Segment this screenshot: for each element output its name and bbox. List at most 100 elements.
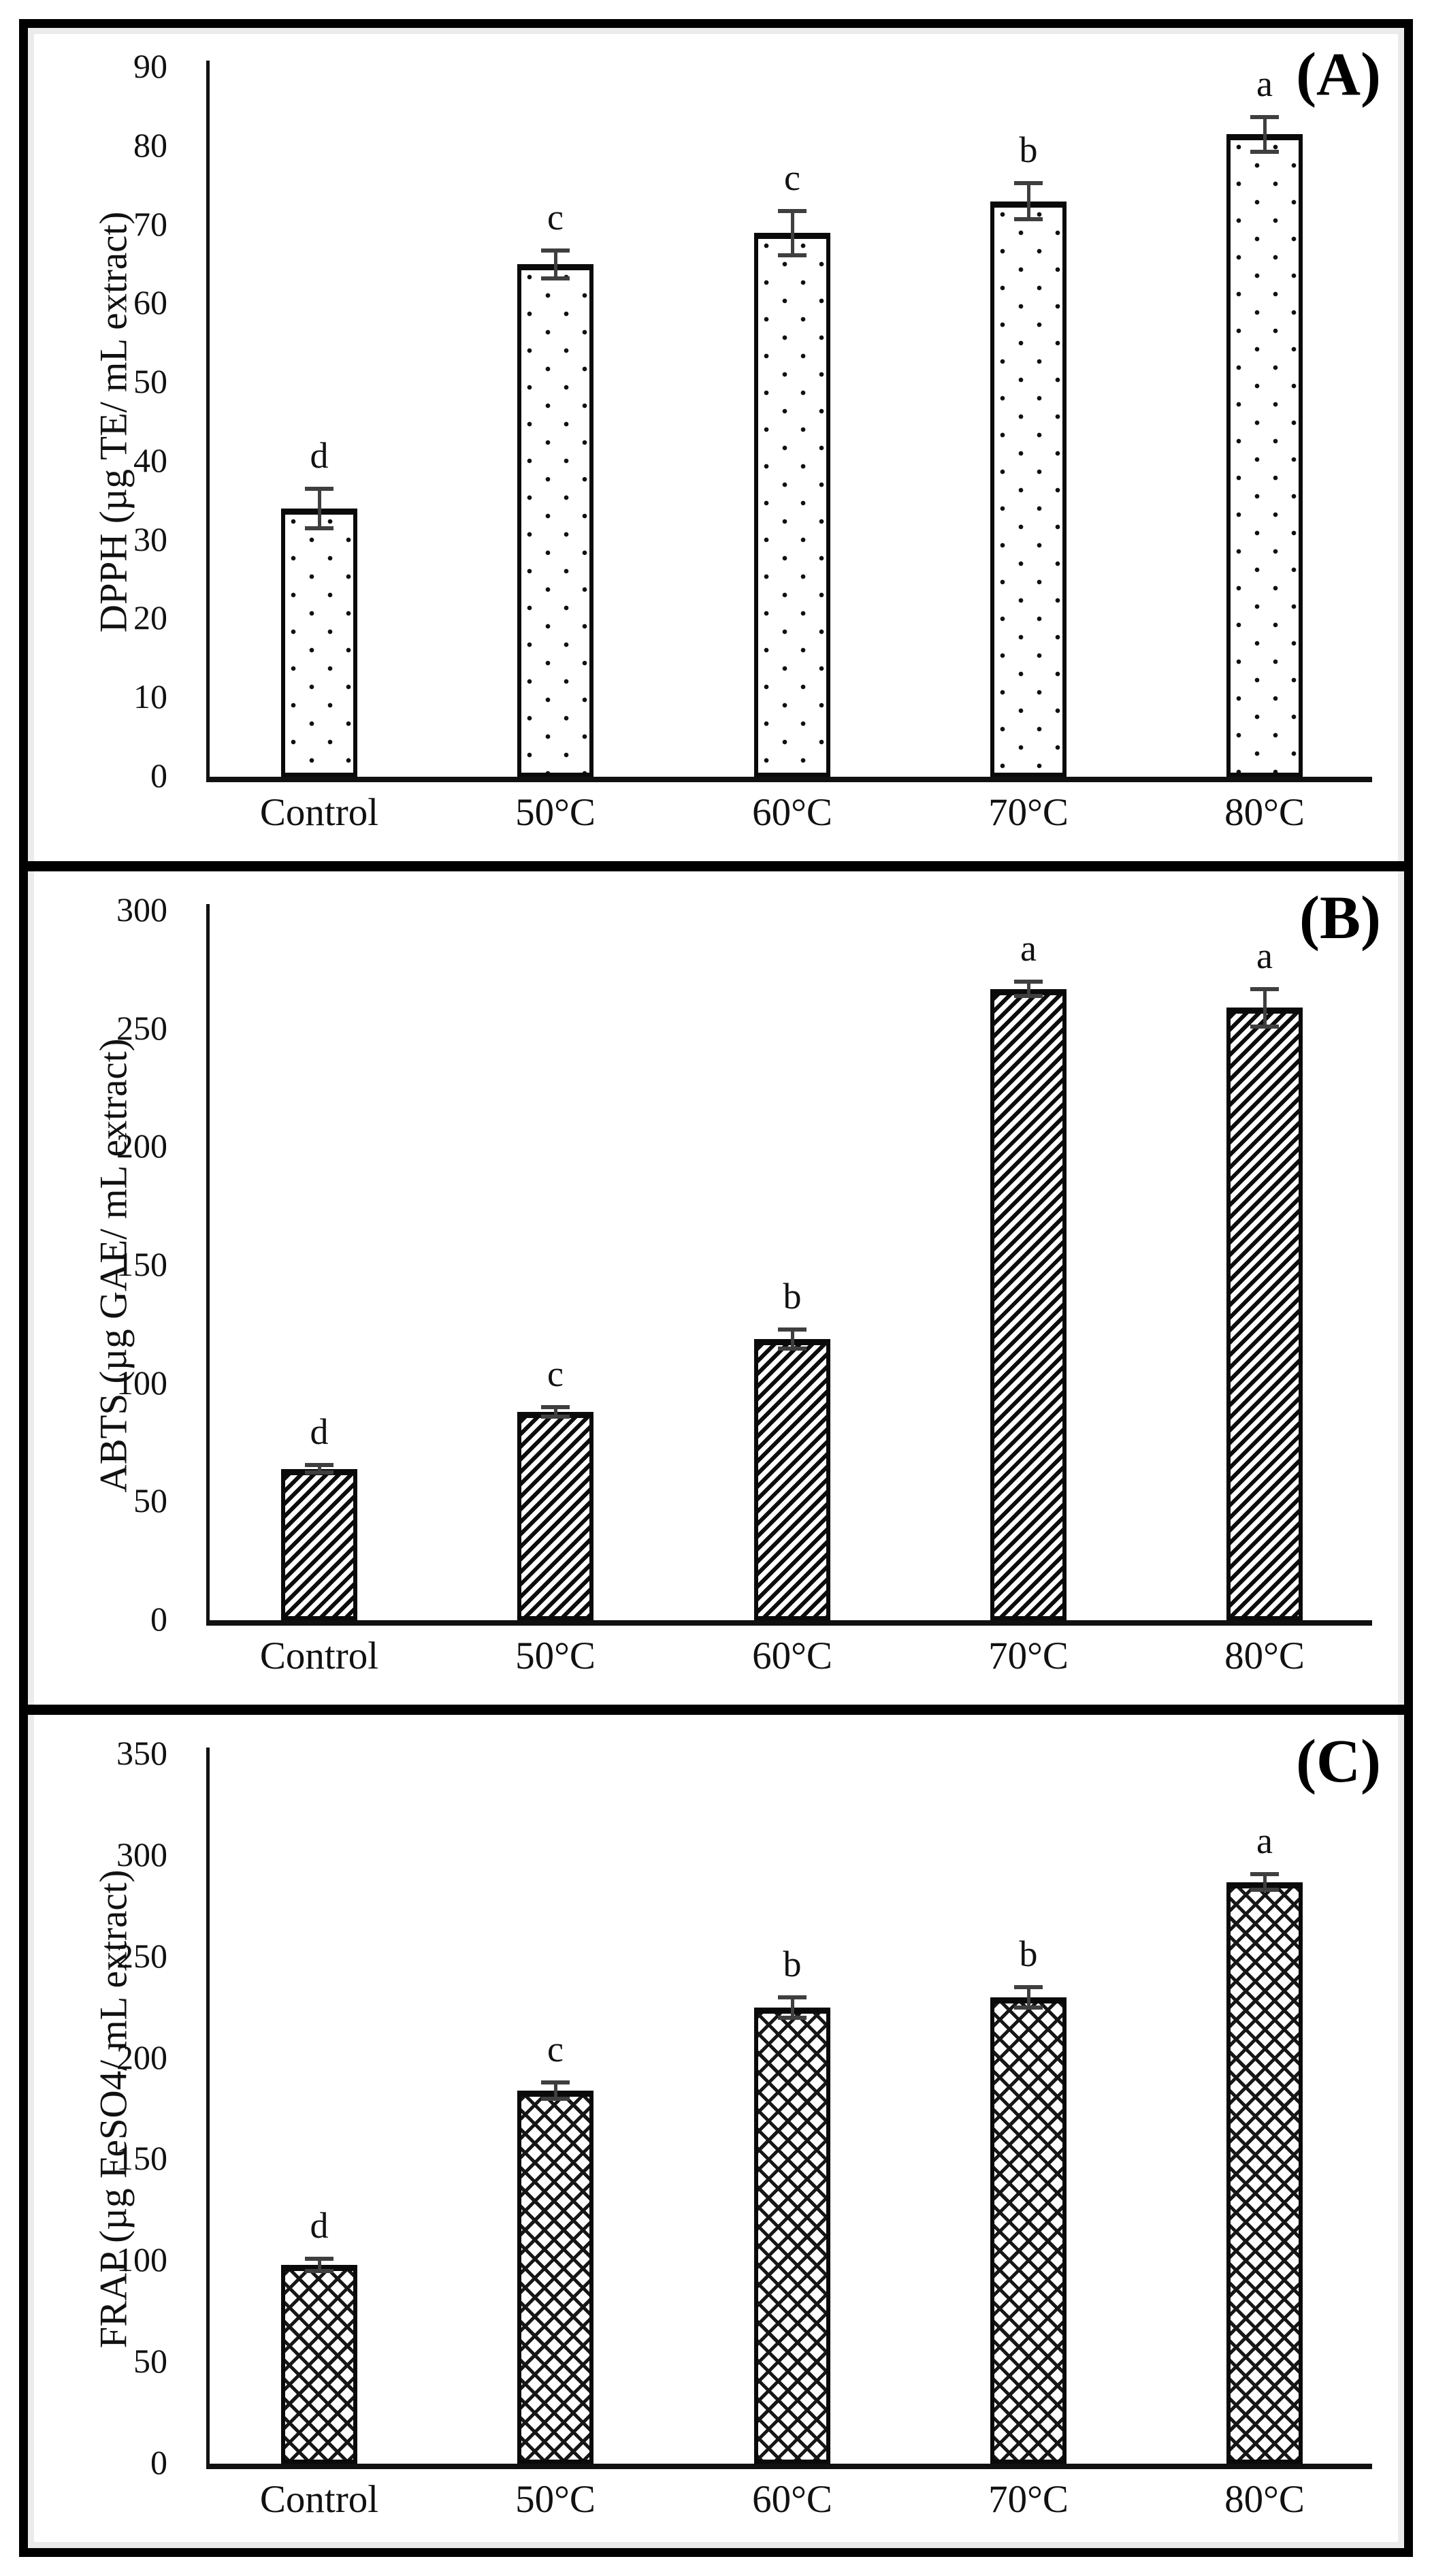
error-bar-60c <box>791 1997 794 2018</box>
figure-content: (A) DPPH (µg TE/ mL extract) 90 80 70 60 50 40 3… <box>28 28 1404 2548</box>
bar-50c <box>517 2091 593 2464</box>
sig-letter-80c: a <box>1256 935 1273 976</box>
panel-divider <box>28 1705 1404 1715</box>
y-tick-label: 350 <box>116 1734 167 1772</box>
error-cap-bottom-80c <box>1250 1025 1279 1029</box>
y-tick-label: 80 <box>133 125 167 164</box>
sig-letter-control: d <box>310 435 329 477</box>
bar-60c <box>754 1338 830 1620</box>
x-axis-line <box>206 777 1372 782</box>
bar-control <box>281 2265 357 2464</box>
error-cap-top-80c <box>1250 114 1279 119</box>
sig-letter-80c: a <box>1256 63 1273 104</box>
y-tick-label: 40 <box>133 440 167 479</box>
bar-60c <box>754 2008 830 2464</box>
error-cap-top-control <box>305 2257 333 2261</box>
y-axis-title: DPPH (µg TE/ mL extract) <box>92 211 135 633</box>
sig-letter-60c: b <box>783 1944 802 1985</box>
y-tick-label: 0 <box>150 1600 167 1638</box>
error-bar-80c <box>1263 116 1267 152</box>
error-bar-control <box>318 489 321 529</box>
y-tick-label: 200 <box>116 2038 167 2076</box>
error-cap-top-70c <box>1014 181 1043 186</box>
error-cap-bottom-50c <box>541 276 570 281</box>
x-axis-line <box>206 2464 1372 2469</box>
bar-80c <box>1226 134 1303 777</box>
sig-letter-control: d <box>310 2205 329 2247</box>
y-tick-label: 250 <box>116 1936 167 1975</box>
sig-letter-70c: b <box>1019 1933 1038 1975</box>
y-tick-label: 0 <box>150 756 167 794</box>
error-cap-bottom-50c <box>541 1415 570 1419</box>
error-cap-bottom-60c <box>778 1346 807 1351</box>
error-bar-control <box>318 1465 321 1472</box>
error-cap-bottom-control <box>305 526 333 531</box>
panel-label-b: (B) <box>1299 884 1381 952</box>
sig-letter-50c: c <box>547 196 564 238</box>
sig-letter-50c: c <box>547 2029 564 2070</box>
error-cap-top-80c <box>1250 986 1279 991</box>
error-cap-bottom-70c <box>1014 217 1043 222</box>
error-bar-70c <box>1027 183 1030 220</box>
error-cap-top-50c <box>541 2080 570 2085</box>
error-cap-top-50c <box>541 248 570 253</box>
error-cap-top-70c <box>1014 980 1043 984</box>
x-tick-label-80c: 80°C <box>1224 1635 1305 1677</box>
x-tick-label-70c: 70°C <box>988 1635 1069 1677</box>
bar-control <box>281 509 357 777</box>
panel-divider <box>28 861 1404 871</box>
y-tick-label: 90 <box>133 47 167 85</box>
error-cap-top-control <box>305 487 333 492</box>
error-bar-70c <box>1027 982 1030 997</box>
error-bar-60c <box>791 210 794 255</box>
y-axis-line <box>206 904 210 1626</box>
error-bar-50c <box>554 2082 557 2099</box>
x-tick-label-60c: 60°C <box>752 791 832 834</box>
bar-80c <box>1226 1008 1303 1620</box>
figure-frame: (A) DPPH (µg TE/ mL extract) 90 80 70 60 50 40 3… <box>19 19 1413 2557</box>
x-tick-label-60c: 60°C <box>752 2478 832 2521</box>
sig-letter-80c: a <box>1256 1820 1273 1861</box>
x-tick-label-control: Control <box>259 2478 379 2521</box>
y-tick-label: 150 <box>116 1245 167 1283</box>
y-tick-label: 50 <box>133 2342 167 2381</box>
y-tick-label: 60 <box>133 283 167 322</box>
panel-c: (C) FRAP (µg FeSO4/ mL extract) 350 300 250 2… <box>28 1715 1404 2548</box>
error-cap-top-60c <box>778 1995 807 2000</box>
panel-label-a: (A) <box>1296 41 1381 108</box>
error-cap-top-60c <box>778 208 807 213</box>
x-tick-label-control: Control <box>259 791 379 834</box>
x-tick-label-70c: 70°C <box>988 2478 1069 2521</box>
sig-letter-70c: b <box>1019 129 1038 171</box>
sig-letter-70c: a <box>1020 928 1037 969</box>
bar-control <box>281 1468 357 1620</box>
y-tick-label: 250 <box>116 1008 167 1047</box>
y-tick-label: 100 <box>116 1363 167 1402</box>
y-tick-label: 100 <box>116 2240 167 2279</box>
error-cap-bottom-80c <box>1250 1888 1279 1893</box>
y-tick-label: 50 <box>133 362 167 401</box>
y-tick-label: 300 <box>116 1835 167 1873</box>
y-tick-label: 20 <box>133 598 167 637</box>
error-cap-bottom-control <box>305 2269 333 2274</box>
y-tick-label: 10 <box>133 677 167 716</box>
x-tick-label-50c: 50°C <box>515 1635 596 1677</box>
bar-70c <box>990 988 1067 1620</box>
error-cap-bottom-60c <box>778 2016 807 2020</box>
error-bar-50c <box>554 1407 557 1417</box>
x-axis-line <box>206 1620 1372 1626</box>
error-cap-bottom-70c <box>1014 994 1043 999</box>
sig-letter-60c: b <box>783 1275 802 1317</box>
y-axis-line <box>206 1748 210 2469</box>
bar-80c <box>1226 1882 1303 2464</box>
error-bar-control <box>318 2259 321 2272</box>
x-tick-label-80c: 80°C <box>1224 2478 1305 2521</box>
bar-50c <box>517 264 593 777</box>
error-cap-top-50c <box>541 1405 570 1410</box>
sig-letter-control: d <box>310 1411 329 1453</box>
bar-60c <box>754 233 830 777</box>
x-tick-label-80c: 80°C <box>1224 791 1305 834</box>
y-tick-label: 300 <box>116 890 167 929</box>
error-bar-80c <box>1263 988 1267 1027</box>
bar-70c <box>990 201 1067 777</box>
